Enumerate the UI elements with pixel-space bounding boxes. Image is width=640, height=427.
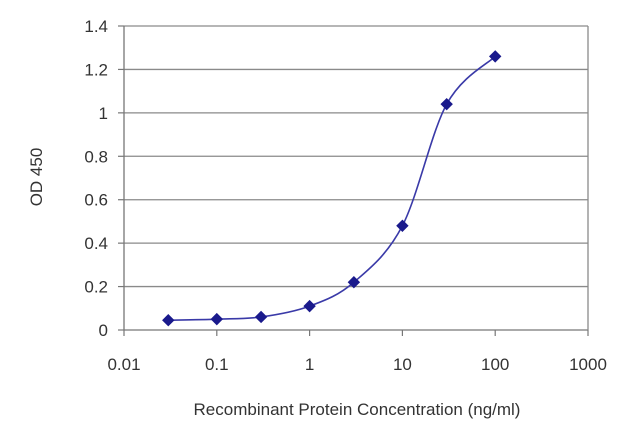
data-point-marker <box>488 50 502 63</box>
x-tick-label: 10 <box>393 355 412 374</box>
x-axis-title: Recombinant Protein Concentration (ng/ml… <box>194 400 521 419</box>
data-point-marker <box>162 314 175 327</box>
data-point-marker <box>440 97 453 111</box>
data-point-marker <box>303 299 316 313</box>
x-tick-label: 0.01 <box>107 355 140 374</box>
y-axis-title: OD 450 <box>27 148 46 207</box>
y-tick-label: 0.6 <box>84 191 108 210</box>
gridlines <box>124 25 588 288</box>
x-tick-label: 100 <box>481 355 509 374</box>
series-line <box>168 55 496 322</box>
data-point-marker <box>347 276 361 289</box>
y-tick-label: 1 <box>99 104 108 123</box>
y-tick-label: 1.4 <box>84 17 108 36</box>
x-tick-labels: 0.01 0.1 1 10 100 1000 <box>107 355 606 374</box>
x-tick-label: 1000 <box>569 355 607 374</box>
x-tick-label: 0.1 <box>205 355 229 374</box>
y-tick-label: 0.8 <box>84 147 108 166</box>
y-tick-label: 0.2 <box>84 278 108 297</box>
y-tick-label: 1.2 <box>84 60 108 79</box>
data-point-marker <box>210 312 224 326</box>
data-series <box>162 50 502 327</box>
y-tick-labels: 0 0.2 0.4 0.6 0.8 1 1.2 1.4 <box>84 17 108 340</box>
axes <box>118 25 589 336</box>
data-point-marker <box>396 219 409 232</box>
y-tick-label: 0 <box>99 321 108 340</box>
y-tick-label: 0.4 <box>84 234 108 253</box>
data-point-marker <box>254 310 268 324</box>
x-tick-label: 1 <box>305 355 314 374</box>
